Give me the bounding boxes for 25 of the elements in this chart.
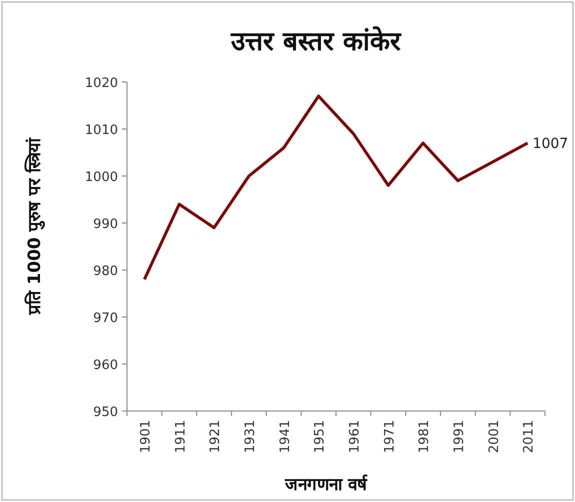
annotation: 1007 — [532, 136, 568, 152]
x-tick-label: 1911 — [173, 420, 188, 454]
y-tick-label: 1000 — [84, 170, 118, 185]
x-tick-label: 1961 — [347, 420, 362, 454]
y-tick-label: 980 — [93, 264, 118, 279]
y-tick-label: 970 — [93, 311, 118, 326]
y-axis-title: प्रति 1000 पुरुष पर स्त्रियां — [24, 138, 45, 316]
x-tick-label: 1981 — [417, 420, 432, 454]
line-series — [142, 94, 530, 281]
chart-title: उत्तर बस्तर कांकेर — [230, 26, 402, 57]
y-tick-label: 990 — [93, 217, 118, 232]
x-tick-label: 2011 — [522, 420, 537, 454]
x-tick-label: 1921 — [208, 420, 224, 454]
y-tick-label: 1020 — [84, 76, 118, 91]
x-tick-label: 1901 — [138, 420, 154, 454]
x-axis-title: जनगणना वर्ष — [284, 474, 368, 495]
y-tick-label: 950 — [93, 405, 118, 420]
y-tick-label: 960 — [93, 358, 118, 373]
x-tick-label: 1951 — [312, 420, 328, 454]
x-tick-label: 1941 — [278, 420, 293, 454]
y-tick-label: 1010 — [84, 123, 118, 138]
x-tick-label: 1931 — [242, 420, 258, 454]
x-tick-label: 1991 — [452, 420, 467, 454]
x-tick-label: 2001 — [486, 420, 502, 454]
x-tick-label: 1971 — [382, 420, 398, 454]
